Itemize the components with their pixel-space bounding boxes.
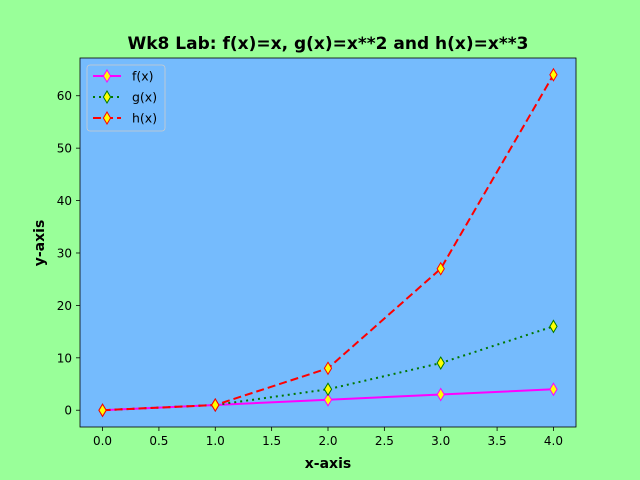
data-point-fx [436,387,445,402]
legend-label-fx: f(x) [132,69,154,84]
x-tick-label: 4.0 [544,434,563,448]
x-tick-label: 1.5 [262,434,281,448]
legend-item-gx: g(x) [93,90,157,105]
legend-item-hx: h(x) [93,111,157,126]
chart-title: Wk8 Lab: f(x)=x, g(x)=x**2 and h(x)=x**3 [128,34,529,54]
y-tick-label: 0 [64,404,72,418]
x-ticks: 0.0 0.5 1.0 1.5 2.0 2.5 3.0 3.5 4.0 [93,427,563,448]
data-point-gx [549,319,558,334]
x-tick-label: 3.0 [431,434,450,448]
y-tick-label: 50 [57,142,72,156]
y-tick-label: 10 [57,351,72,365]
x-tick-label: 2.5 [375,434,394,448]
data-point-gx [436,356,445,371]
data-point-hx [98,403,107,418]
data-point-fx [323,392,333,407]
legend-marker-hx [102,111,112,125]
data-point-gx [323,382,333,397]
legend-item-fx: f(x) [93,69,154,84]
x-tick-label: 0.0 [93,434,112,448]
y-ticks: 0 10 20 30 40 50 60 [57,89,80,418]
x-tick-label: 1.0 [206,434,225,448]
y-tick-label: 40 [57,194,72,208]
legend-label-gx: g(x) [132,90,157,105]
y-tick-label: 30 [57,246,72,260]
legend-marker-gx [102,90,112,104]
data-point-hx [436,261,445,276]
data-point-hx [323,361,333,376]
data-point-hx [211,398,220,412]
y-tick-label: 20 [57,299,72,313]
series-layer [98,67,558,418]
x-tick-label: 2.0 [318,434,337,448]
x-tick-label: 3.5 [488,434,507,448]
x-tick-label: 0.5 [149,434,168,448]
legend-label-hx: h(x) [132,111,157,126]
legend: f(x) g(x) h(x) [86,64,166,132]
y-axis-label: y-axis [32,220,48,267]
y-tick-label: 60 [57,89,72,103]
data-point-fx [549,382,558,397]
x-axis-label: x-axis [305,456,351,472]
legend-marker-fx [102,69,112,83]
series-hx [98,67,558,418]
data-point-hx [549,67,558,82]
